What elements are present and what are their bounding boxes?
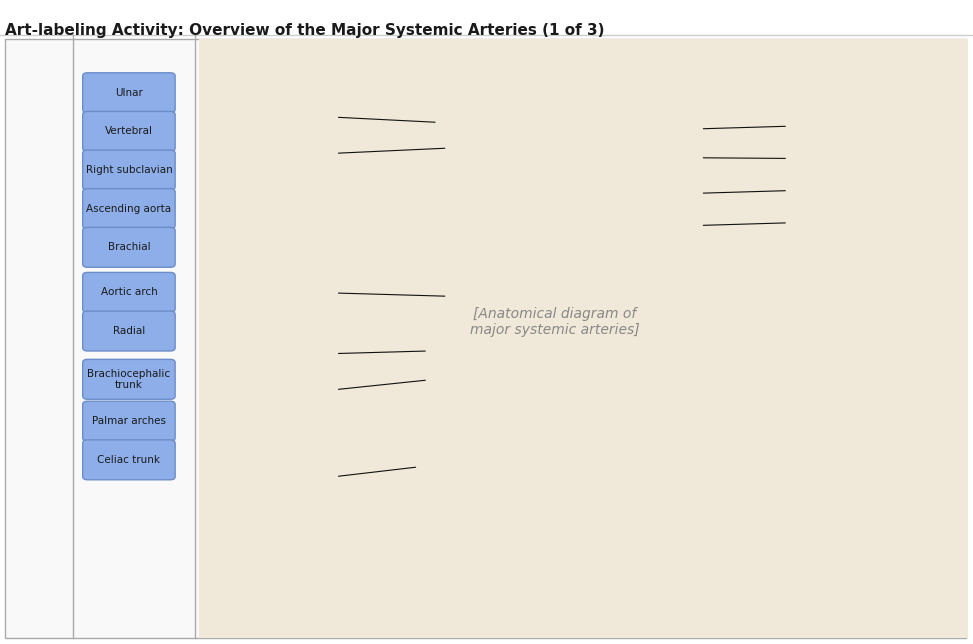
Text: Celiac trunk: Celiac trunk (97, 455, 161, 465)
FancyBboxPatch shape (250, 135, 339, 166)
Text: Aortic arch: Aortic arch (100, 287, 158, 298)
FancyBboxPatch shape (250, 338, 339, 369)
Text: Art-labeling Activity: Overview of the Major Systemic Arteries (1 of 3): Art-labeling Activity: Overview of the M… (5, 23, 604, 37)
FancyBboxPatch shape (250, 460, 339, 491)
FancyBboxPatch shape (83, 359, 175, 399)
Text: [Anatomical diagram of
major systemic arteries]: [Anatomical diagram of major systemic ar… (470, 307, 639, 337)
FancyBboxPatch shape (785, 144, 874, 173)
FancyBboxPatch shape (83, 311, 175, 351)
FancyBboxPatch shape (250, 103, 339, 134)
Text: Ascending aorta: Ascending aorta (87, 204, 171, 214)
FancyBboxPatch shape (785, 112, 874, 140)
Text: Ulnar: Ulnar (115, 88, 143, 98)
FancyBboxPatch shape (83, 150, 175, 190)
FancyBboxPatch shape (5, 39, 966, 638)
FancyBboxPatch shape (250, 374, 339, 404)
FancyBboxPatch shape (83, 189, 175, 229)
Text: Palmar arches: Palmar arches (91, 416, 166, 426)
FancyBboxPatch shape (199, 39, 968, 638)
FancyBboxPatch shape (83, 401, 175, 441)
FancyBboxPatch shape (250, 277, 339, 308)
FancyBboxPatch shape (83, 111, 175, 151)
FancyBboxPatch shape (83, 272, 175, 312)
Text: Vertebral: Vertebral (105, 126, 153, 137)
Text: Radial: Radial (113, 326, 145, 336)
FancyBboxPatch shape (785, 209, 874, 237)
Text: Right subclavian: Right subclavian (86, 165, 172, 175)
Text: Brachiocephalic
trunk: Brachiocephalic trunk (88, 368, 170, 390)
FancyBboxPatch shape (83, 73, 175, 113)
FancyBboxPatch shape (785, 176, 874, 205)
Text: Brachial: Brachial (108, 242, 150, 252)
FancyBboxPatch shape (83, 440, 175, 480)
FancyBboxPatch shape (83, 227, 175, 267)
